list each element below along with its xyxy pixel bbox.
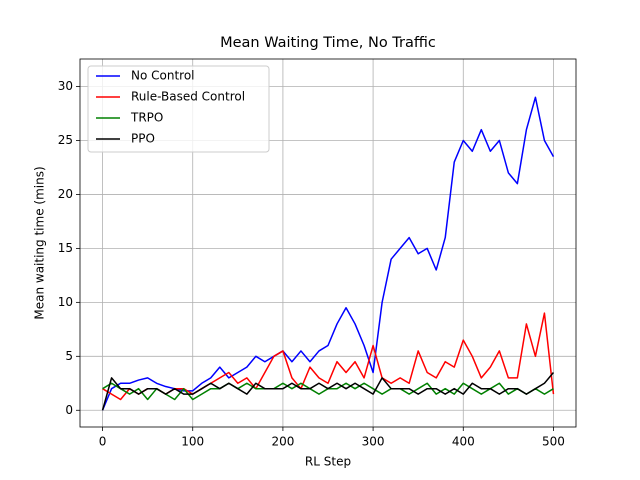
legend-box — [87, 65, 270, 153]
axes-frame — [79, 58, 577, 428]
legend-label: Rule-Based Control — [131, 90, 245, 104]
y-tick-label: 25 — [58, 133, 73, 147]
x-tick-label: 100 — [181, 435, 204, 449]
y-tick-label: 15 — [58, 241, 73, 255]
y-tick-label: 20 — [58, 187, 73, 201]
chart-title: Mean Waiting Time, No Traffic — [220, 35, 436, 51]
x-tick-label: 400 — [452, 435, 475, 449]
x-tick-label: 0 — [99, 435, 107, 449]
y-tick-label: 30 — [58, 79, 73, 93]
y-axis-label: Mean waiting time (mins) — [33, 166, 47, 319]
legend-label: No Control — [131, 69, 195, 83]
y-tick-label: 10 — [58, 295, 73, 309]
data-line — [102, 312, 555, 401]
y-tick-label: 0 — [65, 403, 73, 417]
x-tick-label: 500 — [542, 435, 565, 449]
y-tick-label: 5 — [65, 349, 73, 363]
x-tick-label: 300 — [362, 435, 385, 449]
legend-label: PPO — [131, 132, 155, 146]
data-line — [101, 372, 555, 411]
x-tick-label: 200 — [271, 435, 294, 449]
x-axis-label: RL Step — [305, 455, 351, 469]
legend-label: TRPO — [130, 111, 163, 125]
